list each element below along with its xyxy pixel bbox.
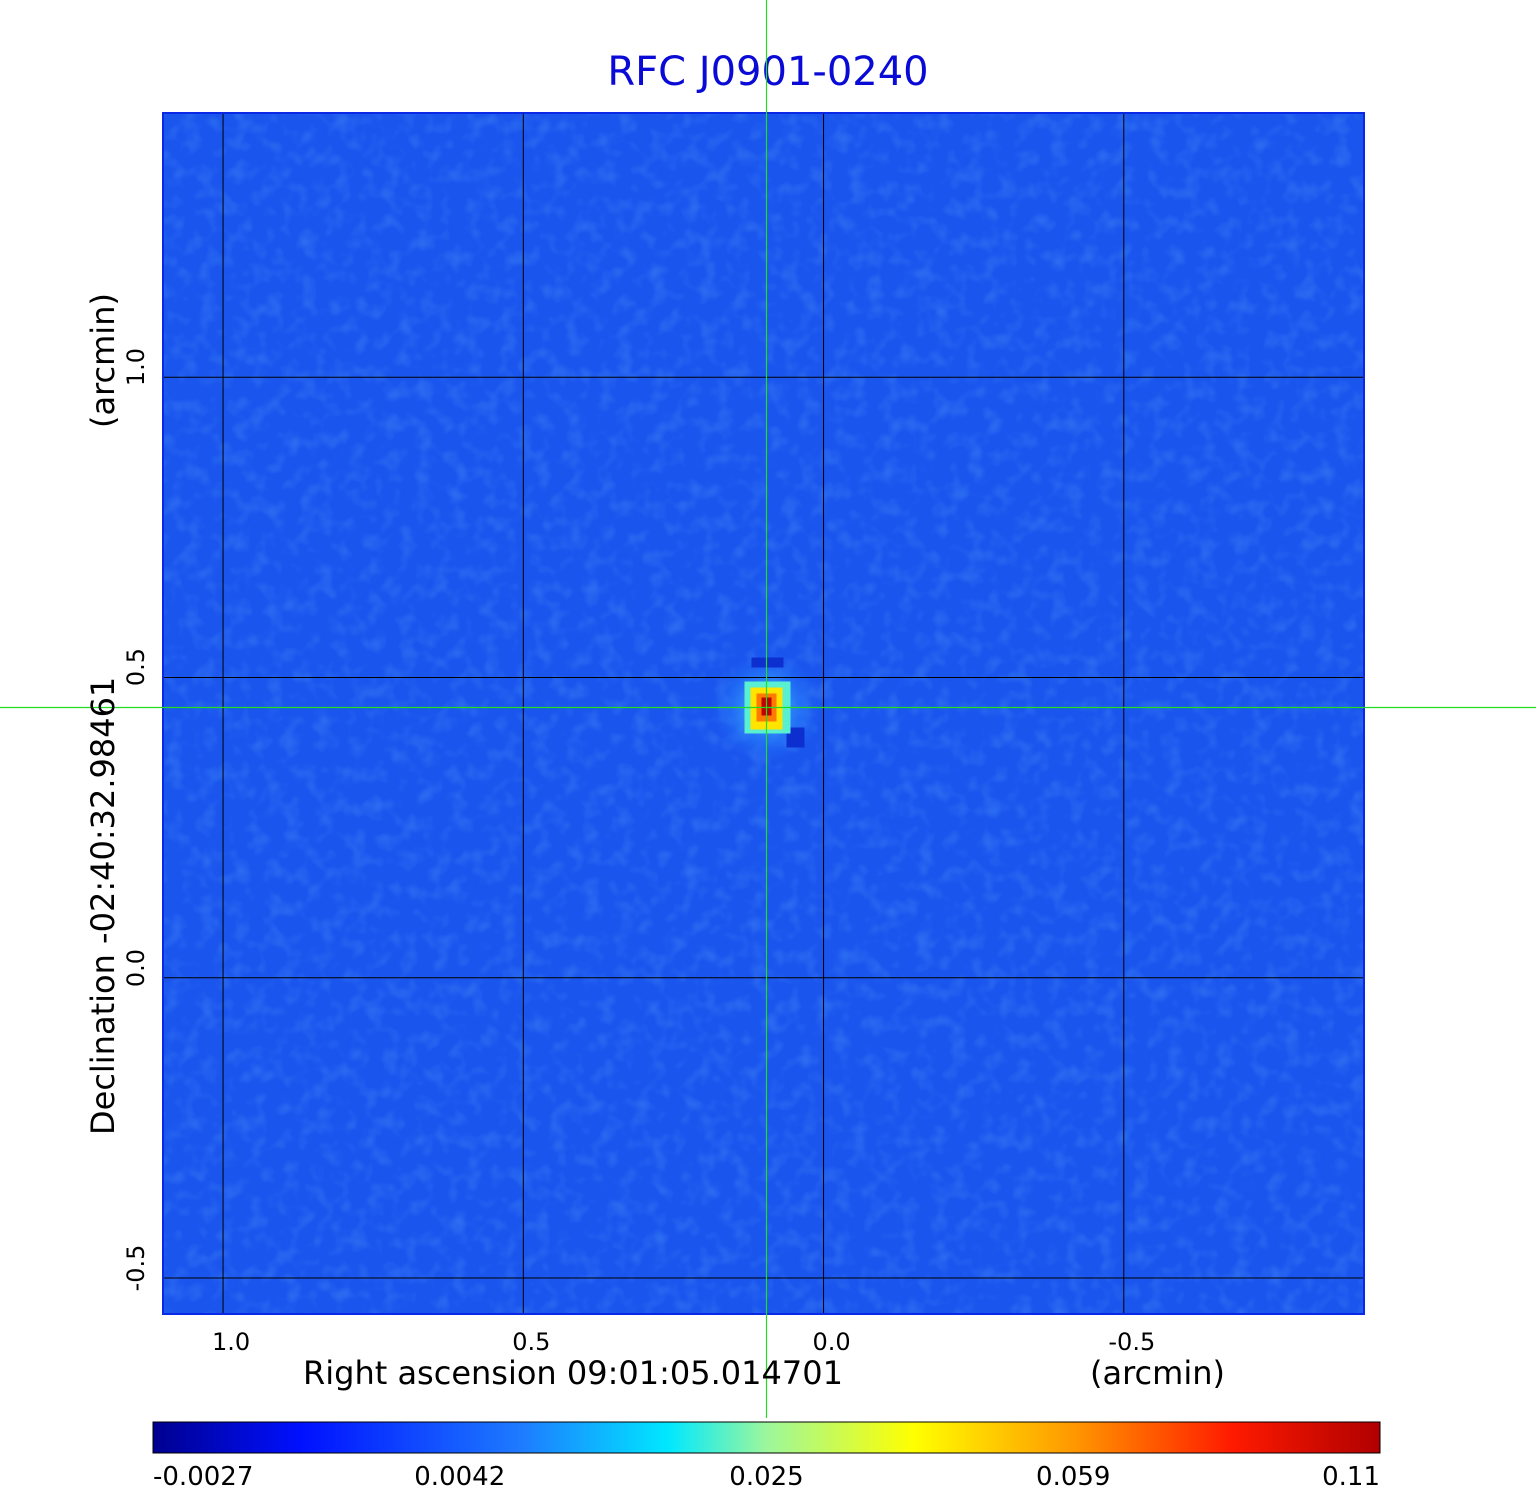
x-tick-label: 1.0 [211,1328,251,1356]
y-axis-label: Declination -02:40:32.98461 [84,676,122,1135]
colorbar-tick-label: 0.0042 [414,1462,506,1492]
source-sidelobe [786,727,805,748]
chart-title: RFC J0901-0240 [607,49,929,95]
crosshair [0,0,1536,1418]
x-tick-label: 0.0 [812,1328,851,1356]
x-tick-label: -0.5 [1108,1328,1156,1356]
y-axis-unit: (arcmin) [84,293,122,428]
colorbar [152,1421,1381,1454]
colorbar-gradient [152,1421,1381,1454]
colorbar-tick-label: 0.11 [1322,1462,1380,1492]
y-tick-label: 0.5 [122,648,150,687]
source-sidelobe [751,657,784,668]
plot-frame [162,112,1365,1315]
colorbar-tick-label: 0.025 [729,1462,804,1492]
x-axis-unit: (arcmin) [1090,1354,1225,1392]
grid-lines [163,113,1364,1314]
x-axis-label: Right ascension 09:01:05.014701 [303,1354,843,1392]
x-tick-label: 0.5 [512,1328,551,1356]
colorbar-tick-label: -0.0027 [153,1462,254,1492]
plot-area [0,0,1536,1418]
colorbar-tick-label: 0.059 [1036,1462,1111,1492]
y-tick-label: 0.0 [122,948,150,987]
y-tick-label: -0.5 [122,1244,150,1292]
y-tick-label: 1.0 [122,348,150,387]
